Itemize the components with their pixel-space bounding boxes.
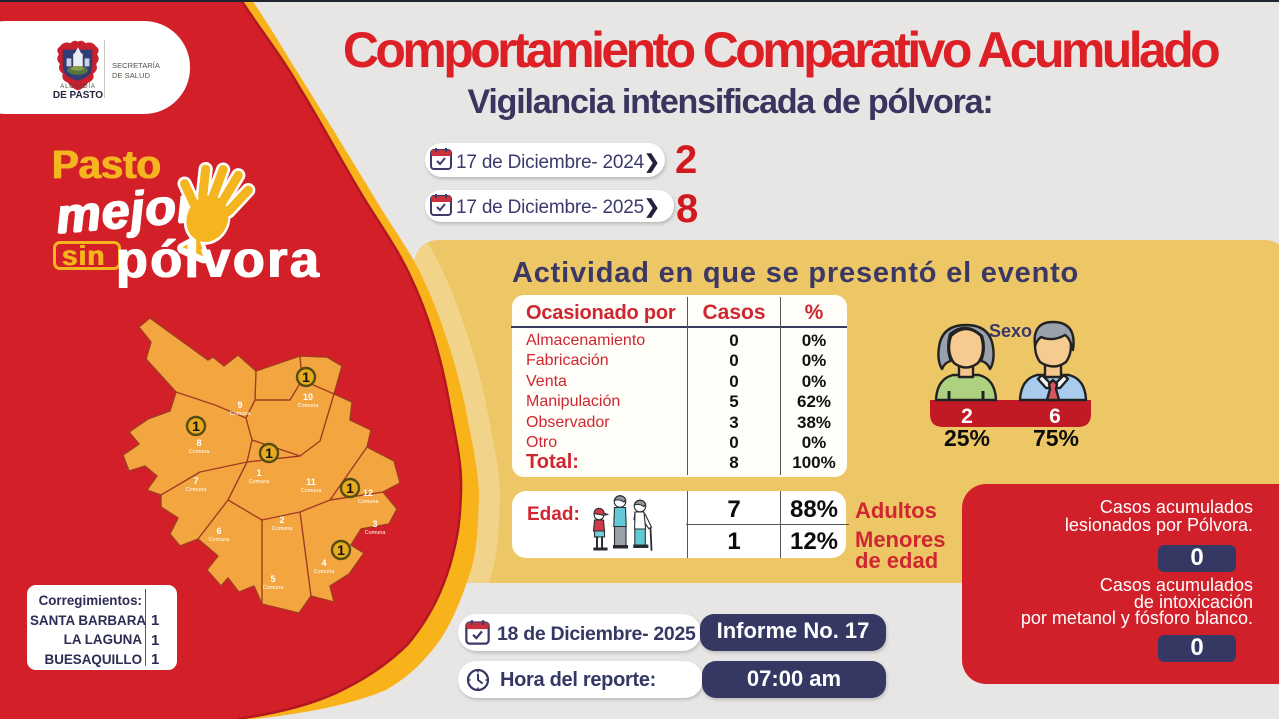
svg-text:8: 8 bbox=[196, 438, 201, 448]
svg-text:5: 5 bbox=[270, 574, 275, 584]
svg-text:Comuna: Comuna bbox=[314, 569, 336, 575]
svg-text:Comuna: Comuna bbox=[230, 411, 252, 417]
svg-text:6: 6 bbox=[216, 526, 221, 536]
svg-text:1: 1 bbox=[346, 480, 354, 496]
svg-text:25%: 25% bbox=[944, 425, 990, 450]
svg-text:9: 9 bbox=[237, 400, 242, 410]
svg-text:Comuna: Comuna bbox=[298, 403, 320, 409]
svg-text:1: 1 bbox=[337, 542, 345, 558]
svg-text:6: 6 bbox=[1049, 405, 1061, 428]
svg-text:75%: 75% bbox=[1033, 425, 1079, 450]
svg-text:Comuna: Comuna bbox=[365, 530, 387, 536]
svg-text:1: 1 bbox=[302, 369, 310, 385]
svg-text:7: 7 bbox=[193, 476, 198, 486]
svg-text:12: 12 bbox=[363, 488, 373, 498]
svg-text:Comuna: Comuna bbox=[249, 479, 271, 485]
svg-text:Comuna: Comuna bbox=[358, 499, 380, 505]
svg-text:2: 2 bbox=[279, 515, 284, 525]
svg-text:10: 10 bbox=[303, 392, 313, 402]
svg-text:1: 1 bbox=[192, 418, 200, 434]
svg-text:Comuna: Comuna bbox=[263, 585, 285, 591]
svg-text:11: 11 bbox=[306, 477, 316, 487]
svg-text:4: 4 bbox=[321, 558, 326, 568]
svg-text:2: 2 bbox=[961, 405, 973, 428]
svg-text:1: 1 bbox=[265, 445, 273, 461]
svg-text:Comuna: Comuna bbox=[189, 449, 211, 455]
svg-text:3: 3 bbox=[372, 519, 377, 529]
svg-text:Comuna: Comuna bbox=[209, 537, 231, 543]
svg-text:Comuna: Comuna bbox=[186, 487, 208, 493]
svg-text:Comuna: Comuna bbox=[272, 526, 294, 532]
svg-text:1: 1 bbox=[256, 468, 261, 478]
svg-text:Comuna: Comuna bbox=[301, 488, 323, 494]
